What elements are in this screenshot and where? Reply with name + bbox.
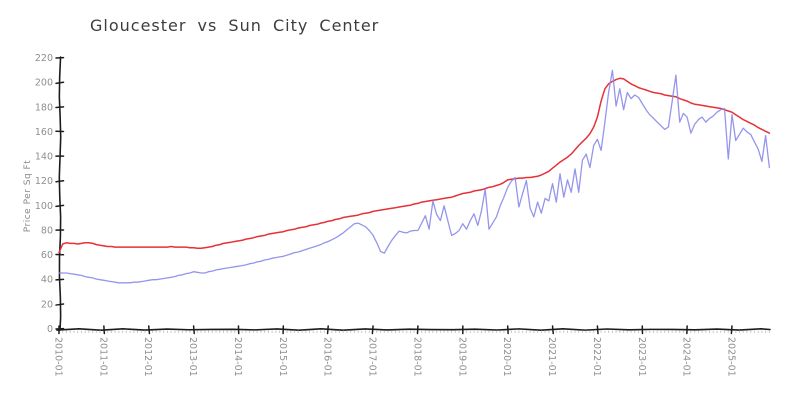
x-tick-label: 2015-01 bbox=[277, 337, 288, 377]
x-tick-label: 2016-01 bbox=[322, 337, 333, 377]
x-tick-label: 2018-01 bbox=[411, 337, 422, 377]
x-tick bbox=[730, 325, 733, 335]
x-tick bbox=[371, 325, 374, 335]
y-tick bbox=[55, 278, 65, 281]
y-tick bbox=[55, 180, 65, 183]
x-tick-label: 2011-01 bbox=[97, 337, 108, 377]
x-tick-label: 2010-01 bbox=[53, 337, 64, 377]
x-axis bbox=[56, 327, 771, 332]
y-axis-label: Price Per Sq Ft bbox=[23, 160, 33, 233]
x-tick-label: 2020-01 bbox=[501, 337, 512, 377]
y-axis bbox=[58, 56, 62, 331]
x-tick-label: 2013-01 bbox=[187, 337, 198, 377]
x-tick-label: 2025-01 bbox=[726, 337, 737, 377]
x-tick bbox=[326, 325, 329, 335]
y-tick-label: 180 bbox=[35, 102, 53, 113]
y-tick bbox=[55, 204, 65, 208]
x-tick bbox=[551, 325, 554, 335]
x-tick-label: 2021-01 bbox=[546, 337, 557, 377]
x-tick-label: 2017-01 bbox=[367, 337, 378, 377]
sun-city-center-line bbox=[58, 69, 771, 284]
y-tick-label: 80 bbox=[41, 225, 53, 236]
x-tick-label: 2024-01 bbox=[681, 337, 692, 377]
y-tick-label: 20 bbox=[41, 299, 53, 310]
plot-area: 0 20 40 60 80 100 120 140 160 180 200 220 2010-01 201… bbox=[35, 53, 771, 377]
x-tick-label: 2023-01 bbox=[636, 337, 647, 377]
x-tick bbox=[147, 325, 151, 335]
gloucester-line bbox=[58, 77, 771, 254]
y-tick-label: 40 bbox=[41, 275, 53, 286]
y-tick bbox=[55, 81, 65, 85]
chart-title: Gloucester vs Sun City Center bbox=[90, 16, 379, 35]
y-tick-label: 140 bbox=[35, 152, 53, 163]
y-tick-label: 160 bbox=[35, 127, 53, 138]
y-tick-label: 0 bbox=[47, 324, 53, 335]
x-tick bbox=[192, 325, 195, 335]
x-tick-label: 2014-01 bbox=[232, 337, 243, 377]
y-tick bbox=[55, 106, 65, 109]
y-tick-label: 60 bbox=[41, 250, 53, 261]
y-tick-label: 100 bbox=[35, 201, 53, 212]
x-tick bbox=[596, 325, 599, 335]
x-tick-label: 2019-01 bbox=[456, 337, 467, 377]
y-tick bbox=[55, 303, 65, 306]
y-tick-label: 220 bbox=[35, 53, 53, 64]
y-tick-label: 200 bbox=[35, 78, 53, 89]
x-tick-label: 2022-01 bbox=[591, 337, 602, 377]
x-tick-label: 2012-01 bbox=[142, 337, 153, 377]
y-tick-label: 120 bbox=[35, 176, 53, 187]
